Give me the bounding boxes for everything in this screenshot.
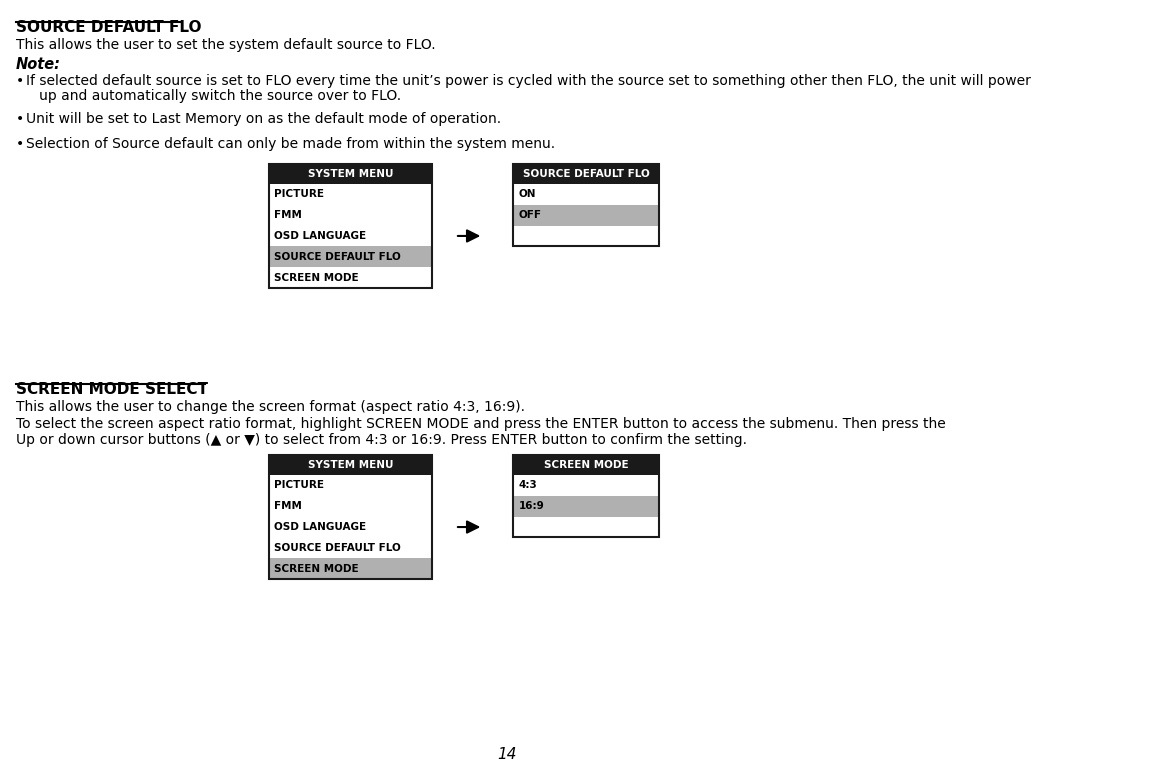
Bar <box>513 455 658 538</box>
Text: If selected default source is set to FLO every time the unit’s power is cycled w: If selected default source is set to FLO… <box>26 73 1031 87</box>
Text: 4:3: 4:3 <box>518 480 538 490</box>
Bar <box>269 226 432 246</box>
Bar <box>269 205 432 226</box>
Text: Unit will be set to Last Memory on as the default mode of operation.: Unit will be set to Last Memory on as th… <box>26 112 502 126</box>
Text: OSD LANGUAGE: OSD LANGUAGE <box>274 231 366 241</box>
Text: PICTURE: PICTURE <box>274 480 325 490</box>
Bar <box>513 226 658 246</box>
Bar <box>269 455 432 579</box>
Bar <box>269 455 432 475</box>
Bar <box>269 164 432 184</box>
Text: 14: 14 <box>497 747 517 762</box>
Text: FMM: FMM <box>274 210 302 220</box>
Bar <box>269 184 432 205</box>
Bar <box>269 516 432 538</box>
Text: PICTURE: PICTURE <box>274 189 325 199</box>
Bar <box>269 475 432 496</box>
Text: FMM: FMM <box>274 501 302 511</box>
Text: To select the screen aspect ratio format, highlight SCREEN MODE and press the EN: To select the screen aspect ratio format… <box>16 417 946 431</box>
Bar <box>513 475 658 496</box>
Bar <box>513 164 658 246</box>
Text: 16:9: 16:9 <box>518 501 544 511</box>
Text: •: • <box>16 137 24 151</box>
Bar <box>513 516 658 538</box>
Text: Up or down cursor buttons (▲ or ▼) to select from 4:3 or 16:9. Press ENTER butto: Up or down cursor buttons (▲ or ▼) to se… <box>16 433 747 448</box>
Text: This allows the user to set the system default source to FLO.: This allows the user to set the system d… <box>16 37 435 52</box>
Text: SOURCE DEFAULT FLO: SOURCE DEFAULT FLO <box>274 252 401 262</box>
Bar <box>269 496 432 516</box>
Text: SCREEN MODE: SCREEN MODE <box>543 460 628 470</box>
Bar <box>513 184 658 205</box>
Text: SCREEN MODE SELECT: SCREEN MODE SELECT <box>16 382 208 398</box>
Text: SCREEN MODE: SCREEN MODE <box>274 272 359 283</box>
Bar <box>269 246 432 267</box>
Text: ON: ON <box>518 189 536 199</box>
Text: OFF: OFF <box>518 210 541 220</box>
Bar <box>269 267 432 288</box>
Text: Selection of Source default can only be made from within the system menu.: Selection of Source default can only be … <box>26 137 556 151</box>
Text: OSD LANGUAGE: OSD LANGUAGE <box>274 522 366 532</box>
Bar <box>269 164 432 288</box>
Text: up and automatically switch the source over to FLO.: up and automatically switch the source o… <box>26 90 402 103</box>
Text: Note:: Note: <box>16 57 61 72</box>
Bar <box>513 496 658 516</box>
Text: SOURCE DEFAULT FLO: SOURCE DEFAULT FLO <box>523 169 649 179</box>
Text: SOURCE DEFAULT FLO: SOURCE DEFAULT FLO <box>274 543 401 553</box>
Text: SCREEN MODE: SCREEN MODE <box>274 564 359 574</box>
Text: SYSTEM MENU: SYSTEM MENU <box>307 169 394 179</box>
Bar <box>513 164 658 184</box>
Text: This allows the user to change the screen format (aspect ratio 4:3, 16:9).: This allows the user to change the scree… <box>16 400 525 415</box>
Bar <box>269 538 432 558</box>
Bar <box>513 205 658 226</box>
Bar <box>513 455 658 475</box>
Text: •: • <box>16 112 24 126</box>
Bar <box>269 558 432 579</box>
Text: SOURCE DEFAULT FLO: SOURCE DEFAULT FLO <box>16 20 201 35</box>
Text: SYSTEM MENU: SYSTEM MENU <box>307 460 394 470</box>
Text: •: • <box>16 73 24 87</box>
